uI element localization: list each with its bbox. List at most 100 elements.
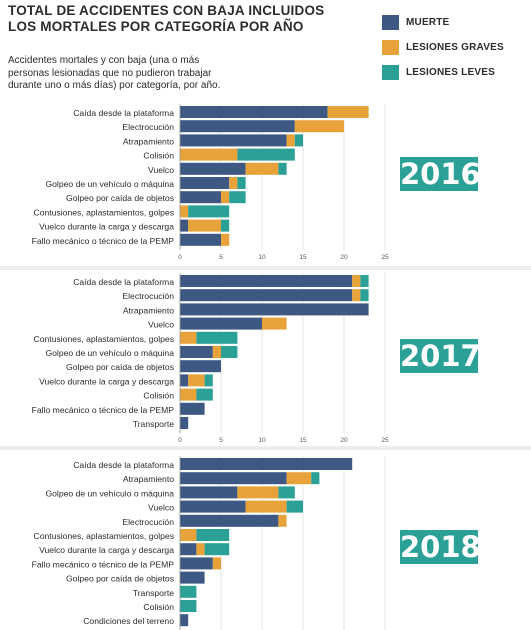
tick-label-2016-0: 0 <box>178 254 182 261</box>
bar-2016-colision-lesiones-graves <box>180 148 238 161</box>
bar-2016-contusiones-aplastamientos-golpes-lesiones-graves <box>180 205 189 218</box>
bar-2017-colision-lesiones-graves <box>180 388 197 401</box>
bar-2018-golpeo-de-un-vehiculo-o-maquina-lesiones-graves <box>237 486 279 499</box>
category-label-2018-caida-desde-la-plataforma: Caída desde la plataforma <box>73 460 174 470</box>
chart-subtitle-line-3: durante uno o más días) por categoría, p… <box>8 80 221 91</box>
panel-separator-2 <box>0 446 531 450</box>
legend-label-lesiones-leves: LESIONES LEVES <box>406 67 495 78</box>
category-label-2016-fallo-mecanico-o-tecnico-de-la-pemp: Fallo mecánico o técnico de la PEMP <box>32 236 175 246</box>
bar-2017-golpeo-de-un-vehiculo-o-maquina-muerte <box>180 346 213 358</box>
tick-label-2016-4: 20 <box>340 254 348 261</box>
bar-2018-vuelco-durante-la-carga-y-descarga-muerte <box>180 543 197 556</box>
year-label-2018: 2018 <box>400 530 481 564</box>
category-label-2017-transporte: Transporte <box>133 419 174 429</box>
bar-2017-contusiones-aplastamientos-golpes-lesiones-leves <box>196 331 238 344</box>
category-label-2018-golpeo-de-un-vehiculo-o-maquina: Golpeo de un vehículo o máquina <box>45 488 174 498</box>
category-label-2016-caida-desde-la-plataforma: Caída desde la plataforma <box>73 108 174 118</box>
category-label-2016-atrapamiento: Atrapamiento <box>123 136 174 146</box>
category-label-2017-atrapamiento: Atrapamiento <box>123 305 174 315</box>
legend-swatch-muerte <box>382 15 399 30</box>
bar-2016-caida-desde-la-plataforma-muerte <box>180 106 328 118</box>
bar-2017-caida-desde-la-plataforma-lesiones-leves <box>360 275 369 287</box>
tick-label-2017-2: 10 <box>258 437 266 444</box>
chart-2017: Caída desde la plataforma Electrocución At… <box>32 273 389 444</box>
category-label-2016-golpeo-de-un-vehiculo-o-maquina: Golpeo de un vehículo o máquina <box>45 179 174 189</box>
bar-2018-fallo-mecanico-o-tecnico-de-la-pemp-muerte <box>180 557 213 570</box>
category-label-2018-transporte: Transporte <box>133 588 174 598</box>
bar-2016-electrocucion-muerte <box>180 120 295 133</box>
bar-2016-vuelco-durante-la-carga-y-descarga-lesiones-graves <box>188 219 221 232</box>
bar-2018-atrapamiento-muerte <box>180 472 287 485</box>
bar-2018-fallo-mecanico-o-tecnico-de-la-pemp-lesiones-graves <box>212 557 221 570</box>
bar-2017-transporte-muerte <box>180 417 189 429</box>
bar-2018-vuelco-durante-la-carga-y-descarga-lesiones-graves <box>196 543 205 556</box>
bar-2017-vuelco-muerte <box>180 317 262 330</box>
category-label-2018-contusiones-aplastamientos-golpes: Contusiones, aplastamientos, golpes <box>34 531 174 541</box>
bar-2017-colision-lesiones-leves <box>196 388 213 401</box>
category-label-2017-golpeo-de-un-vehiculo-o-maquina: Golpeo de un vehículo o máquina <box>45 348 174 358</box>
bar-2016-atrapamiento-lesiones-leves <box>294 134 303 147</box>
category-label-2016-vuelco: Vuelco <box>148 165 174 175</box>
bar-2018-atrapamiento-lesiones-leves <box>311 472 320 485</box>
tick-label-2017-5: 25 <box>381 437 389 444</box>
legend-item-lesiones-graves: LESIONES GRAVES <box>382 40 527 56</box>
category-label-2016-golpeo-por-caida-de-objetos: Golpeo por caída de objetos <box>66 193 174 203</box>
category-label-2017-electrocucion: Electrocución <box>122 291 174 301</box>
bar-2016-fallo-mecanico-o-tecnico-de-la-pemp-muerte <box>180 233 221 246</box>
category-label-2017-fallo-mecanico-o-tecnico-de-la-pemp: Fallo mecánico o técnico de la PEMP <box>32 405 175 415</box>
tick-label-2017-4: 20 <box>340 437 348 444</box>
legend-swatch-lesiones-graves <box>382 40 399 55</box>
tick-label-2017-0: 0 <box>178 437 182 444</box>
bar-2016-golpeo-por-caida-de-objetos-lesiones-leves <box>229 191 246 204</box>
bar-2017-vuelco-durante-la-carga-y-descarga-lesiones-leves <box>204 374 213 387</box>
category-label-2016-contusiones-aplastamientos-golpes: Contusiones, aplastamientos, golpes <box>34 207 174 217</box>
year-label-2017: 2017 <box>400 339 481 373</box>
bar-2017-electrocucion-lesiones-leves <box>360 289 369 302</box>
bar-2017-atrapamiento-muerte <box>180 303 369 316</box>
category-label-2017-contusiones-aplastamientos-golpes: Contusiones, aplastamientos, golpes <box>34 334 174 344</box>
bar-2017-electrocucion-muerte <box>180 289 353 302</box>
bar-2016-atrapamiento-lesiones-graves <box>286 134 295 147</box>
bar-2016-golpeo-de-un-vehiculo-o-maquina-lesiones-graves <box>229 177 238 189</box>
category-label-2018-golpeo-por-caida-de-objetos: Golpeo por caída de objetos <box>66 574 174 584</box>
legend-swatch-lesiones-leves <box>382 65 399 80</box>
category-label-2018-electrocucion: Electrocución <box>122 517 174 527</box>
category-label-2018-condiciones-del-terreno: Condiciones del terreno <box>83 616 174 626</box>
chart-title-line-1: TOTAL DE ACCIDENTES CON BAJA INCLUIDOS <box>8 3 325 18</box>
category-label-2017-vuelco-durante-la-carga-y-descarga: Vuelco durante la carga y descarga <box>39 376 174 386</box>
bar-2017-vuelco-lesiones-graves <box>262 317 287 330</box>
chart-subtitle-line-1: Accidentes mortales y con baja (una o má… <box>8 55 200 66</box>
bar-2016-vuelco-lesiones-leves <box>278 162 287 175</box>
bar-2018-atrapamiento-lesiones-graves <box>286 472 312 485</box>
bar-2018-transporte-lesiones-leves <box>180 585 197 598</box>
bar-2016-electrocucion-lesiones-graves <box>294 120 344 133</box>
bar-2017-golpeo-de-un-vehiculo-o-maquina-lesiones-graves <box>212 346 221 358</box>
legend-item-lesiones-leves: LESIONES LEVES <box>382 65 527 81</box>
tick-label-2017-3: 15 <box>299 437 307 444</box>
bar-2017-caida-desde-la-plataforma-lesiones-graves <box>352 275 361 287</box>
category-label-2018-atrapamiento: Atrapamiento <box>123 474 174 484</box>
tick-label-2017-1: 5 <box>219 437 223 444</box>
category-label-2016-vuelco-durante-la-carga-y-descarga: Vuelco durante la carga y descarga <box>39 222 174 232</box>
bar-2016-vuelco-durante-la-carga-y-descarga-lesiones-leves <box>221 219 230 232</box>
chart-title-line-2: LOS MORTALES POR CATEGORÍA POR AÑO <box>8 19 304 34</box>
bar-2016-vuelco-muerte <box>180 162 246 175</box>
bar-2017-caida-desde-la-plataforma-muerte <box>180 275 353 287</box>
bar-2016-colision-lesiones-leves <box>237 148 295 161</box>
bar-2018-golpeo-de-un-vehiculo-o-maquina-muerte <box>180 486 238 499</box>
category-label-2016-colision: Colisión <box>143 151 174 161</box>
bar-2017-electrocucion-lesiones-graves <box>352 289 361 302</box>
tick-label-2016-1: 5 <box>219 254 223 261</box>
bar-2017-vuelco-durante-la-carga-y-descarga-lesiones-graves <box>188 374 205 387</box>
bar-2016-caida-desde-la-plataforma-lesiones-graves <box>327 106 369 118</box>
bar-2018-condiciones-del-terreno-muerte <box>180 614 189 627</box>
bar-2016-golpeo-por-caida-de-objetos-muerte <box>180 191 221 204</box>
bar-2018-colision-lesiones-leves <box>180 600 197 612</box>
bar-2016-golpeo-por-caida-de-objetos-lesiones-graves <box>221 191 230 204</box>
category-label-2017-vuelco: Vuelco <box>148 320 174 330</box>
bar-2017-contusiones-aplastamientos-golpes-lesiones-graves <box>180 331 197 344</box>
bar-2016-vuelco-lesiones-graves <box>245 162 279 175</box>
chart-2018: Caída desde la plataforma Atrapamiento Gol… <box>32 456 386 630</box>
chart-title: TOTAL DE ACCIDENTES CON BAJA INCLUIDOS L… <box>8 3 338 35</box>
category-label-2018-fallo-mecanico-o-tecnico-de-la-pemp: Fallo mecánico o técnico de la PEMP <box>32 559 175 569</box>
